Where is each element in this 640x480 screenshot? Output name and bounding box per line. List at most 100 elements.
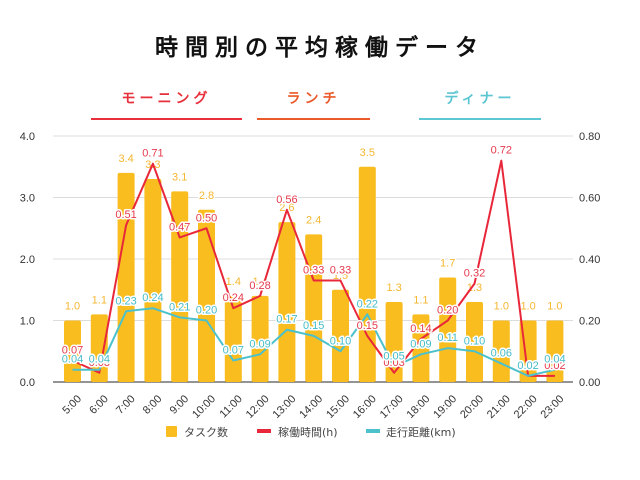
left-axis-tick-label: 2.0 [20, 254, 35, 266]
bar-value-label: 3.1 [172, 171, 187, 183]
section-morning-underline [91, 118, 242, 120]
hours-value-label: 0.72 [491, 145, 512, 157]
distance-value-label: 0.10 [330, 335, 351, 347]
x-axis-tick-label: 12:00 [244, 393, 272, 421]
right-axis-tick-label: 0.60 [579, 193, 600, 205]
page-title: 時間別の平均稼働データ [155, 35, 485, 61]
bar-value-label: 2.8 [199, 190, 214, 202]
right-axis-tick-label: 0.20 [579, 316, 600, 328]
bar [198, 209, 215, 382]
x-axis-tick-label: 21:00 [485, 393, 513, 421]
hours-value-label: 0.51 [115, 209, 136, 221]
gridlines [53, 135, 573, 383]
x-axis-tick-label: 16:00 [351, 393, 379, 421]
x-axis-tick-label: 9:00 [168, 393, 192, 417]
x-axis-tick-label: 15:00 [324, 393, 352, 421]
bar-labels: 1.01.13.43.33.12.81.4 1.42.62.41.53.51.31… [63, 145, 564, 314]
distance-value-label: 0.04 [89, 354, 110, 366]
bar [90, 314, 108, 382]
section-morning-label: モーニング [121, 91, 212, 107]
bar-value-label: 3.4 [118, 153, 133, 165]
x-axis-tick-label: 10:00 [190, 393, 218, 421]
distance-value-label: 0.15 [303, 320, 324, 332]
hours-value-label: 0.24 [223, 292, 244, 304]
hours-value-label: 0.47 [169, 221, 190, 233]
distance-value-label: 0.04 [544, 354, 565, 366]
hours-value-label: 0.07 [62, 344, 83, 356]
section-lunch-label: ランチ [286, 91, 341, 107]
x-axis-tick-label: 5:00 [60, 393, 84, 417]
right-axis: 0.00 0.20 0.40 0.60 0.80 [579, 131, 600, 389]
hours-value-label: 0.02 [517, 360, 538, 372]
bar-value-label: 1.4 [226, 276, 241, 288]
bar [412, 314, 430, 382]
section-lunch: ランチ [257, 88, 370, 120]
hours-value-label: 0.03 [383, 357, 404, 369]
bars [64, 166, 564, 382]
legend-swatch-hours [257, 429, 271, 433]
hours-value-label: 0.32 [464, 268, 485, 280]
legend-label-hours: 稼働時間(h) [278, 425, 338, 439]
distance-value-label: 0.09 [410, 338, 431, 350]
bar-value-label: 1.7 [440, 257, 455, 269]
hours-value-label: 0.71 [142, 148, 163, 160]
distance-value-label: 0.23 [115, 295, 136, 307]
bar [466, 302, 483, 382]
distance-line [72, 307, 556, 377]
legend-label-tasks: タスク数 [184, 426, 228, 439]
hours-value-label: 0.33 [303, 265, 324, 277]
hours-value-label: 0.28 [249, 280, 270, 292]
left-axis: 0.0 1.0 2.0 3.0 4.0 [20, 131, 35, 389]
bar-value-label: 3.5 [360, 147, 375, 159]
bar [64, 320, 81, 382]
lines [72, 159, 556, 377]
x-axis-tick-label: 8:00 [141, 393, 165, 417]
legend-swatch-distance [366, 429, 380, 433]
hours-value-label: 0.20 [437, 305, 458, 317]
hours-value-label: 0.15 [357, 320, 378, 332]
bar-value-label: 2.4 [306, 214, 321, 226]
legend-swatch-tasks [166, 426, 177, 437]
left-axis-tick-label: 0.0 [20, 377, 35, 389]
bar [278, 222, 296, 382]
x-axis-tick-label: 7:00 [114, 393, 138, 417]
hours-value-label: 0.02 [544, 360, 565, 372]
distance-value-label: 0.21 [169, 301, 190, 313]
right-axis-tick-label: 0.40 [579, 254, 600, 266]
section-dinner-underline [419, 118, 541, 120]
distance-value-label: 0.10 [464, 335, 485, 347]
distance-value-label: 0.06 [491, 348, 512, 360]
hours-value-label: 0.33 [330, 265, 351, 277]
bar [117, 172, 135, 382]
x-axis-tick-label: 6:00 [87, 393, 111, 417]
x-axis-tick-label: 11:00 [217, 393, 244, 420]
x-axis-tick-label: 14:00 [297, 393, 325, 421]
bar [171, 191, 189, 382]
distance-value-label: 0.07 [223, 344, 244, 356]
bar [305, 234, 323, 382]
section-lunch-underline [257, 118, 370, 120]
bar [332, 289, 349, 382]
bar [546, 320, 564, 382]
bar-value-label: 1.0 [520, 301, 535, 313]
distance-value-label: 0.17 [276, 314, 297, 326]
bar [251, 295, 269, 382]
distance-value-label: 0.09 [249, 338, 270, 350]
x-axis-tick-label: 18:00 [405, 393, 433, 421]
distance-value-label: 0.02 [517, 360, 538, 372]
distance-value-label: 0.04 [62, 354, 83, 366]
bar [385, 302, 403, 382]
bar-value-label: 1.0 [494, 301, 509, 313]
bar [144, 179, 162, 382]
section-morning: モーニング [91, 88, 242, 120]
bar [492, 320, 510, 382]
legend: タスク数 稼働時間(h) 走行距離(km) [166, 425, 456, 439]
legend-label-distance: 走行距離(km) [386, 425, 456, 439]
x-axis-tick-label: 19:00 [431, 393, 459, 421]
hours-value-label: 0.56 [276, 194, 297, 206]
bar-value-label: 1.0 [547, 301, 562, 313]
line-labels: 0.07 0.03 0.51 0.71 0.47 0.50 0.24 0.28 0.56 0.33… [60, 143, 567, 373]
bar [439, 277, 457, 382]
left-axis-tick-label: 1.0 [20, 316, 35, 328]
